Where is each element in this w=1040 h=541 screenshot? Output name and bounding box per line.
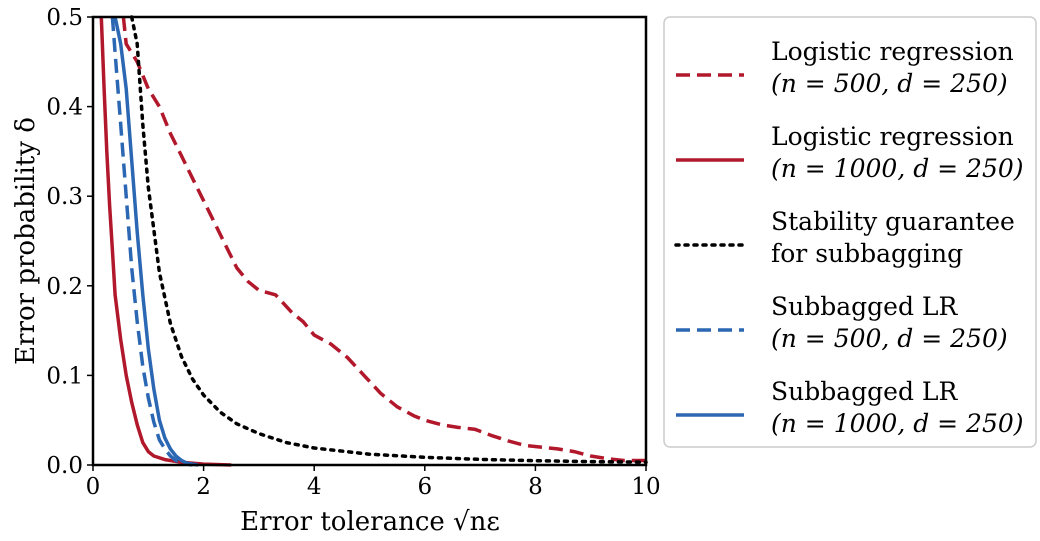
legend-label-2-line2: (n = 1000, d = 250) bbox=[771, 154, 1024, 183]
legend-label-4-line1: Subbagged LR bbox=[771, 292, 958, 321]
x-tick-label: 10 bbox=[631, 474, 660, 500]
legend-label-5-line2: (n = 1000, d = 250) bbox=[771, 409, 1024, 438]
legend-label-4-line2: (n = 500, d = 250) bbox=[771, 324, 1008, 353]
x-axis-ticks: 0 2 4 6 8 10 bbox=[86, 465, 661, 500]
x-axis-label: Error tolerance √nε bbox=[240, 507, 500, 537]
series-line-2 bbox=[99, 16, 232, 467]
legend-label-1-line1: Logistic regression bbox=[771, 37, 1014, 66]
series-line-5 bbox=[113, 16, 199, 467]
plot-frame bbox=[91, 15, 648, 467]
legend-label-1-line2: (n = 500, d = 250) bbox=[771, 69, 1008, 98]
y-axis-label: Error probability δ bbox=[11, 117, 41, 365]
legend-label-3-line2: for subbagging bbox=[771, 239, 963, 268]
y-tick-label: 0.0 bbox=[46, 453, 83, 479]
legend-label-3-line1: Stability guarantee bbox=[771, 207, 1015, 236]
legend: Logistic regression (n = 500, d = 250) Log… bbox=[663, 16, 1037, 448]
legend-label-5-line1: Subbagged LR bbox=[771, 377, 958, 406]
legend-label-2-line1: Logistic regression bbox=[771, 122, 1014, 151]
x-tick-label: 2 bbox=[196, 474, 211, 500]
legend-frame bbox=[663, 16, 1037, 448]
x-tick-label: 8 bbox=[528, 474, 543, 500]
plot-lines bbox=[99, 15, 648, 467]
y-tick-label: 0.4 bbox=[46, 95, 83, 121]
y-tick-label: 0.3 bbox=[46, 184, 83, 210]
series-line-3 bbox=[129, 15, 648, 464]
x-tick-label: 6 bbox=[417, 474, 432, 500]
x-tick-label: 4 bbox=[307, 474, 322, 500]
y-tick-label: 0.1 bbox=[46, 363, 83, 389]
y-axis-ticks: 0.0 0.1 0.2 0.3 0.4 0.5 bbox=[46, 5, 93, 479]
series-line-1 bbox=[121, 16, 646, 463]
y-tick-label: 0.2 bbox=[46, 274, 83, 300]
y-tick-label: 0.5 bbox=[46, 5, 83, 31]
x-tick-label: 0 bbox=[86, 474, 101, 500]
